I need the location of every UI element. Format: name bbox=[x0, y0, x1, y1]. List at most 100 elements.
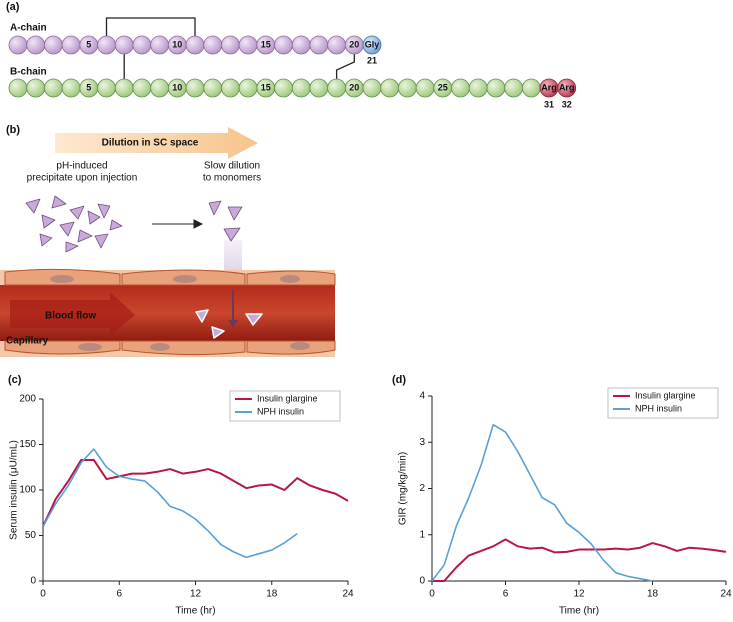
y-tick-label: 2 bbox=[419, 483, 425, 494]
residue bbox=[132, 78, 152, 98]
panel-label: (a) bbox=[6, 1, 20, 13]
residue-label: 20 bbox=[349, 82, 359, 92]
y-tick-label: 200 bbox=[19, 394, 36, 405]
legend-label: Insulin glargine bbox=[257, 393, 318, 403]
residue bbox=[8, 35, 28, 55]
x-tick-label: 12 bbox=[190, 589, 202, 600]
residue bbox=[557, 78, 577, 98]
residue bbox=[362, 78, 382, 98]
arrow-label: Dilution in SC space bbox=[102, 138, 199, 149]
residue bbox=[291, 35, 311, 55]
residue-label: 15 bbox=[261, 82, 271, 92]
residue bbox=[380, 78, 400, 98]
residue bbox=[468, 78, 488, 98]
residue bbox=[309, 78, 329, 98]
residue bbox=[132, 35, 152, 55]
residue bbox=[397, 78, 417, 98]
residue bbox=[504, 78, 523, 98]
x-tick-label: 6 bbox=[116, 589, 122, 600]
chart: (c) 0 50 100 150 200 0 6 12 18 24 Time (hr) Serum in… bbox=[8, 374, 354, 617]
residue bbox=[150, 78, 170, 98]
residue bbox=[44, 35, 63, 55]
chain-name: A-chain bbox=[10, 23, 47, 34]
legend-label: NPH insulin bbox=[257, 406, 304, 416]
caption: to monomers bbox=[203, 173, 261, 184]
residue bbox=[220, 78, 240, 98]
residue bbox=[114, 78, 134, 98]
x-axis-label: Time (hr) bbox=[559, 606, 599, 617]
residue bbox=[114, 35, 134, 55]
disulfide-bonds bbox=[105, 17, 355, 79]
residue bbox=[220, 35, 240, 55]
residue bbox=[61, 35, 81, 55]
x-tick-label: 18 bbox=[266, 589, 278, 600]
monomers bbox=[208, 200, 243, 242]
flow-label: Blood flow bbox=[45, 311, 96, 322]
y-tick-label: 150 bbox=[19, 439, 36, 450]
bead-labels: 5 10 15 20 Gly 21 5 10 15 20 25 Arg Arg … bbox=[86, 39, 574, 109]
residue-label: 10 bbox=[172, 82, 182, 92]
legend-label: NPH insulin bbox=[635, 403, 682, 413]
residue-label: 5 bbox=[86, 39, 91, 49]
residue bbox=[451, 78, 470, 98]
y-tick-label: 3 bbox=[419, 437, 425, 448]
residue bbox=[44, 78, 63, 98]
x-axis-label: Time (hr) bbox=[175, 606, 215, 617]
residue bbox=[26, 78, 46, 98]
caption: pH-induced bbox=[56, 161, 107, 172]
y-tick-label: 100 bbox=[19, 485, 36, 496]
y-tick-label: 0 bbox=[30, 576, 36, 587]
residue bbox=[274, 35, 293, 55]
residue-label: 20 bbox=[349, 39, 359, 49]
x-tick-label: 18 bbox=[647, 589, 659, 600]
dilution-arrow bbox=[55, 127, 258, 159]
y-tick-label: 50 bbox=[25, 530, 37, 541]
capillary bbox=[0, 268, 336, 357]
series-line bbox=[42, 448, 298, 559]
panel-label: (c) bbox=[8, 374, 22, 386]
residue bbox=[327, 35, 347, 55]
x-tick-label: 0 bbox=[429, 589, 435, 600]
legend-box bbox=[607, 387, 719, 419]
series-line bbox=[432, 538, 727, 582]
residue-label: 15 bbox=[261, 39, 271, 49]
y-tick-label: 1 bbox=[419, 529, 425, 540]
x-tick-label: 6 bbox=[503, 589, 509, 600]
series-line bbox=[42, 458, 349, 527]
series-line bbox=[431, 423, 653, 582]
y-tick-label: 0 bbox=[419, 576, 425, 587]
residue-number: 32 bbox=[562, 99, 572, 109]
residue bbox=[327, 78, 347, 98]
chain-name: B-chain bbox=[10, 67, 47, 78]
residue bbox=[274, 78, 293, 98]
residue bbox=[185, 35, 205, 55]
residue bbox=[8, 78, 28, 98]
legend-label: Insulin glargine bbox=[635, 390, 696, 400]
residue bbox=[97, 35, 116, 55]
panel-label: (d) bbox=[392, 374, 406, 386]
residue bbox=[309, 35, 329, 55]
residue-label: Gly bbox=[365, 39, 380, 49]
x-tick-label: 24 bbox=[342, 589, 354, 600]
residue bbox=[185, 78, 205, 98]
x-tick-label: 12 bbox=[573, 589, 585, 600]
process-arrow bbox=[152, 219, 204, 229]
y-axis-label: GIR (mg/kg/min) bbox=[398, 452, 409, 525]
residue bbox=[26, 35, 46, 55]
peptide-chains bbox=[8, 35, 577, 98]
residue bbox=[291, 78, 311, 98]
residue bbox=[203, 35, 223, 55]
y-tick-label: 4 bbox=[419, 391, 425, 402]
residue-label: 25 bbox=[438, 82, 448, 92]
residue bbox=[415, 78, 435, 98]
y-axis-label: Serum insulin (μU/mL) bbox=[9, 440, 20, 540]
legend-box bbox=[229, 390, 341, 422]
residue bbox=[61, 78, 81, 98]
residue-label: 10 bbox=[172, 39, 182, 49]
x-tick-label: 0 bbox=[40, 589, 46, 600]
residue-label: Arg bbox=[541, 82, 557, 92]
residue bbox=[362, 35, 382, 55]
